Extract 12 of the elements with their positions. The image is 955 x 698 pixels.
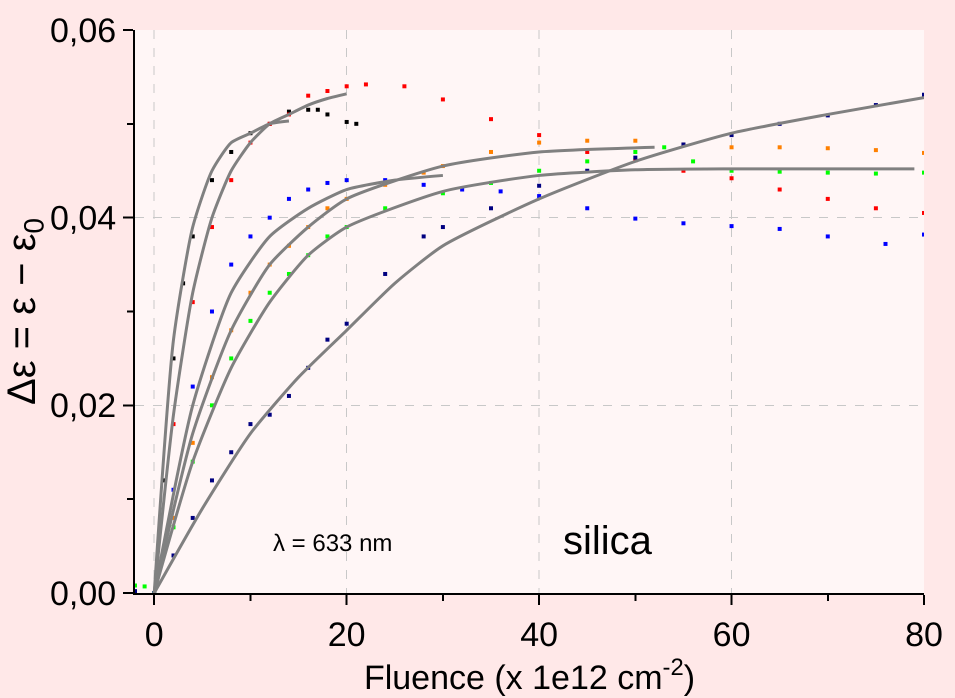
y-tick-label: 0,02 <box>50 387 116 426</box>
y-tick-label: 0,04 <box>50 200 116 238</box>
x-axis-title: Fluence (x 1e12 cm$^{-2}$) <box>364 654 696 698</box>
x-tick-label: 20 <box>328 616 366 654</box>
annotation: silica <box>563 519 653 563</box>
x-tick-label: 80 <box>905 616 943 654</box>
y-tick-label: 0,00 <box>50 574 116 613</box>
annotation: λ = 633 nm <box>273 530 392 557</box>
y-tick-label: 0,06 <box>50 12 116 50</box>
x-tick-label: 60 <box>712 616 750 654</box>
x-tick-label: 0 <box>144 616 164 654</box>
x-tick-label: 40 <box>520 616 558 654</box>
